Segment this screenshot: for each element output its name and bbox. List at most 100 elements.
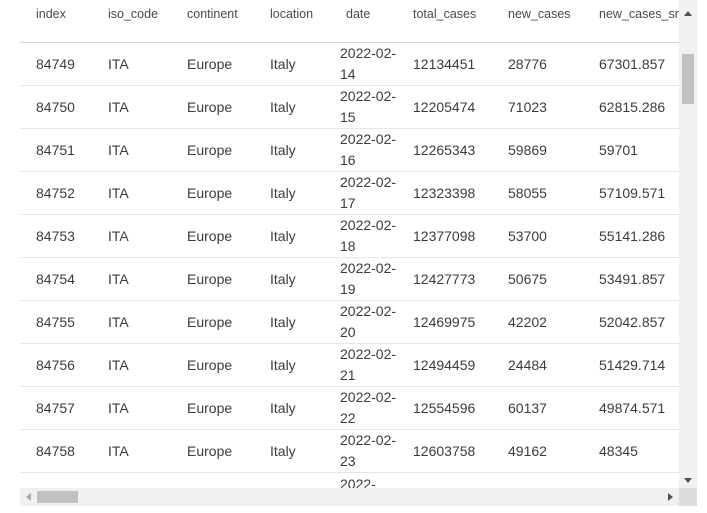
vertical-scrollbar[interactable] [679, 0, 697, 488]
cell-new-cases: 59869 [492, 128, 583, 172]
cell-total-cases: 12494459 [397, 343, 492, 387]
cell-index: 84758 [20, 429, 92, 473]
table-row: 84749 ITA Europe Italy 2022-02-14 121344… [20, 42, 679, 86]
cell-date: 2022-02-16 [330, 128, 397, 172]
cell-iso-code: ITA [92, 429, 171, 473]
cell-date: 2022-02-17 [330, 171, 397, 215]
column-header-index[interactable]: index [20, 0, 92, 43]
cell-iso-code: ITA [92, 300, 171, 344]
table-row: 84751 ITA Europe Italy 2022-02-16 122653… [20, 128, 679, 172]
cell-location: Italy [254, 42, 330, 86]
cell-index: 84752 [20, 171, 92, 215]
cell-new-cases-smoothed: 62815.286 [583, 85, 679, 129]
cell-continent: Europe [171, 128, 254, 172]
cell-continent: Europe [171, 214, 254, 258]
cell-total-cases: 12427773 [397, 257, 492, 301]
cell-continent: Europe [171, 257, 254, 301]
cell-new-cases [492, 472, 583, 488]
cell-new-cases-smoothed: 48345 [583, 429, 679, 473]
cell-date: 2022-02-15 [330, 85, 397, 129]
cell-date: 2022-02-18 [330, 214, 397, 258]
cell-total-cases: 12323398 [397, 171, 492, 215]
cell-location: Italy [254, 300, 330, 344]
table-row: 84756 ITA Europe Italy 2022-02-21 124944… [20, 343, 679, 387]
cell-continent: Europe [171, 386, 254, 430]
cell-date: 2022- [330, 472, 397, 488]
cell-new-cases: 42202 [492, 300, 583, 344]
cell-new-cases-smoothed: 51429.714 [583, 343, 679, 387]
cell-continent: Europe [171, 171, 254, 215]
cell-index: 84749 [20, 42, 92, 86]
vertical-scrollbar-thumb[interactable] [682, 54, 694, 104]
cell-iso-code: ITA [92, 85, 171, 129]
column-header-continent[interactable]: continent [171, 0, 254, 43]
table-row: 84755 ITA Europe Italy 2022-02-20 124699… [20, 300, 679, 344]
cell-iso-code: ITA [92, 171, 171, 215]
cell-total-cases: 12265343 [397, 128, 492, 172]
cell-new-cases-smoothed: 55141.286 [583, 214, 679, 258]
cell-new-cases-smoothed: 49874.571 [583, 386, 679, 430]
cell-index: 84756 [20, 343, 92, 387]
cell-continent: Europe [171, 343, 254, 387]
cell-new-cases: 24484 [492, 343, 583, 387]
data-table: index iso_code continent location date t… [20, 0, 679, 488]
cell-new-cases: 50675 [492, 257, 583, 301]
column-header-total-cases[interactable]: total_cases [397, 0, 492, 43]
cell-index: 84755 [20, 300, 92, 344]
horizontal-scrollbar-thumb[interactable] [37, 491, 78, 503]
table-row: 84753 ITA Europe Italy 2022-02-18 123770… [20, 214, 679, 258]
table-row: 84752 ITA Europe Italy 2022-02-17 123233… [20, 171, 679, 215]
cell-new-cases-smoothed: 53491.857 [583, 257, 679, 301]
cell-new-cases: 71023 [492, 85, 583, 129]
cell-location: Italy [254, 257, 330, 301]
cell-iso-code: ITA [92, 42, 171, 86]
cell-continent: Europe [171, 85, 254, 129]
cell-date: 2022-02-20 [330, 300, 397, 344]
cell-location: Italy [254, 429, 330, 473]
column-header-date[interactable]: date [330, 0, 397, 43]
column-header-iso-code[interactable]: iso_code [92, 0, 171, 43]
cell-total-cases: 12469975 [397, 300, 492, 344]
cell-total-cases: 12603758 [397, 429, 492, 473]
cell-new-cases: 49162 [492, 429, 583, 473]
cell-new-cases: 60137 [492, 386, 583, 430]
column-header-new-cases[interactable]: new_cases [492, 0, 583, 43]
scroll-down-icon[interactable] [684, 478, 692, 483]
table-row: 84754 ITA Europe Italy 2022-02-19 124277… [20, 257, 679, 301]
cell-iso-code: ITA [92, 128, 171, 172]
cell-new-cases-smoothed [583, 472, 679, 488]
cell-index: 84750 [20, 85, 92, 129]
cell-continent: Europe [171, 42, 254, 86]
cell-new-cases: 58055 [492, 171, 583, 215]
table-row-partial: 2022- [20, 472, 679, 488]
cell-date: 2022-02-23 [330, 429, 397, 473]
scroll-right-icon[interactable] [668, 493, 673, 501]
cell-date: 2022-02-21 [330, 343, 397, 387]
cell-new-cases-smoothed: 52042.857 [583, 300, 679, 344]
cell-new-cases-smoothed: 67301.857 [583, 42, 679, 86]
cell-index: 84754 [20, 257, 92, 301]
cell-total-cases: 12554596 [397, 386, 492, 430]
cell-total-cases: 12377098 [397, 214, 492, 258]
horizontal-scrollbar[interactable] [20, 488, 679, 506]
cell-total-cases [397, 472, 492, 488]
scroll-left-icon[interactable] [26, 493, 31, 501]
cell-date: 2022-02-19 [330, 257, 397, 301]
cell-location: Italy [254, 128, 330, 172]
cell-iso-code: ITA [92, 386, 171, 430]
scroll-up-icon[interactable] [684, 11, 692, 16]
cell-continent: Europe [171, 429, 254, 473]
column-header-new-cases-smoothed[interactable]: new_cases_smoothed [583, 0, 679, 43]
cell-location: Italy [254, 214, 330, 258]
cell-location: Italy [254, 343, 330, 387]
cell-location [254, 472, 330, 488]
cell-total-cases: 12134451 [397, 42, 492, 86]
cell-iso-code: ITA [92, 343, 171, 387]
cell-iso-code: ITA [92, 214, 171, 258]
table-viewport[interactable]: index iso_code continent location date t… [20, 0, 679, 488]
cell-location: Italy [254, 171, 330, 215]
cell-iso-code [92, 472, 171, 488]
column-header-location[interactable]: location [254, 0, 330, 43]
scrollbar-corner [679, 488, 697, 506]
cell-new-cases-smoothed: 59701 [583, 128, 679, 172]
